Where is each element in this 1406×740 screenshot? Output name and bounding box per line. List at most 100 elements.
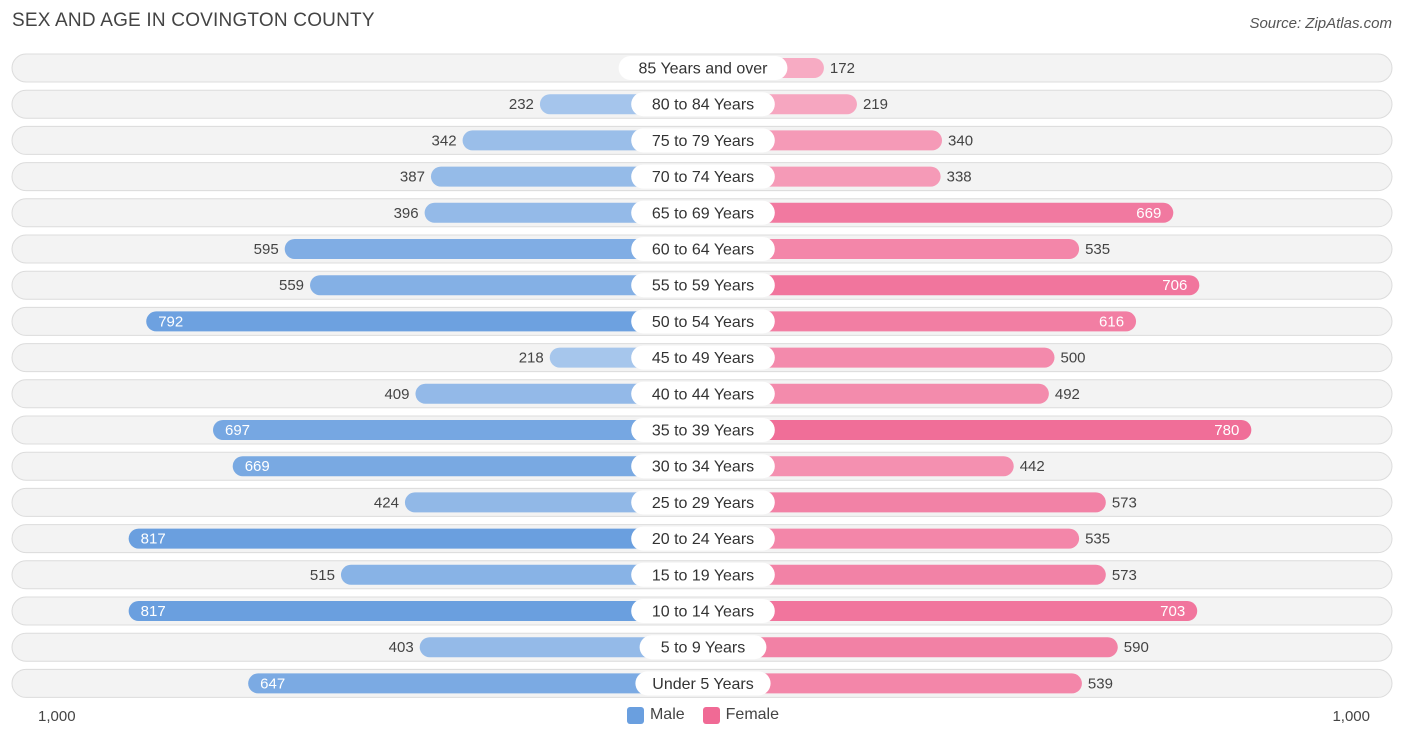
data-label-female: 219 [863, 96, 888, 113]
bar-female [703, 239, 1080, 259]
category-pill [639, 635, 767, 660]
category-label: 10 to 14 Years [652, 604, 754, 621]
category-pill [631, 273, 775, 298]
category-pill [631, 128, 775, 153]
data-label-male: 817 [141, 603, 166, 620]
bar-female [703, 492, 1106, 513]
bar-male [248, 673, 703, 694]
data-label-female: 703 [1160, 603, 1185, 620]
category-pill [631, 454, 775, 479]
category-label: 80 to 84 Years [652, 97, 754, 114]
data-label-male: 792 [158, 313, 183, 330]
bar-female [703, 383, 1049, 404]
category-label: 55 to 59 Years [652, 278, 754, 295]
category-pill [635, 671, 771, 696]
data-label-male: 595 [254, 241, 279, 258]
category-pill [631, 345, 775, 370]
legend-label-male: Male [649, 706, 685, 723]
axis-label-right: 1,000 [1332, 708, 1370, 725]
bar-female [703, 637, 1118, 658]
data-label-female: 616 [1099, 313, 1124, 330]
data-label-male: 342 [432, 132, 457, 149]
data-label-male: 424 [374, 494, 399, 511]
bar-male [213, 420, 703, 440]
bar-female [703, 347, 1055, 368]
data-label-female: 442 [1020, 458, 1045, 475]
data-label-female: 340 [948, 132, 973, 149]
category-label: 75 to 79 Years [652, 133, 754, 150]
category-label: 35 to 39 Years [652, 423, 754, 440]
bar-female [703, 420, 1252, 440]
legend-item-male[interactable]: Male [626, 706, 685, 724]
category-label: 25 to 29 Years [652, 495, 754, 512]
data-label-male: 669 [245, 458, 270, 475]
data-label-female: 492 [1055, 386, 1080, 403]
bar-male [284, 239, 703, 259]
bar-male [128, 601, 704, 621]
data-label-female: 539 [1088, 675, 1113, 692]
category-pill [631, 164, 775, 189]
category-pill [631, 237, 775, 261]
category-pill [631, 526, 775, 551]
category-pill [631, 562, 775, 587]
data-label-female: 573 [1112, 494, 1137, 511]
bar-male [404, 492, 703, 513]
bar-female [703, 456, 1014, 477]
category-pill [631, 599, 775, 623]
bar-male [310, 275, 703, 296]
data-label-male: 232 [509, 96, 534, 113]
bar-male [146, 311, 703, 332]
bar-female [703, 564, 1106, 585]
bar-male [415, 383, 703, 404]
bar-female [703, 528, 1080, 549]
category-label: 70 to 74 Years [652, 169, 754, 186]
data-label-male: 218 [519, 350, 544, 367]
category-label: 15 to 19 Years [652, 567, 754, 584]
bar-male [340, 564, 703, 585]
category-label: 20 to 24 Years [652, 531, 754, 548]
category-pill [631, 490, 775, 515]
data-label-male: 396 [394, 205, 419, 222]
category-pill [631, 92, 775, 117]
axis-label-left: 1,000 [38, 708, 76, 725]
data-label-male: 817 [141, 531, 166, 548]
category-label: 45 to 49 Years [652, 350, 754, 367]
legend-swatch-male [626, 706, 644, 724]
chart-source: Source: ZipAtlas.com [1249, 15, 1392, 32]
data-label-male: 697 [225, 422, 250, 439]
data-label-female: 338 [947, 169, 972, 186]
category-label: 65 to 69 Years [652, 205, 754, 222]
data-label-female: 535 [1085, 531, 1110, 548]
bar-male [419, 637, 703, 658]
legend-item-female[interactable]: Female [702, 706, 780, 724]
legend-label-female: Female [725, 706, 780, 723]
bar-male [232, 456, 703, 477]
bar-female [703, 202, 1174, 223]
category-label: 40 to 44 Years [652, 386, 754, 403]
data-label-male: 559 [279, 277, 304, 294]
category-label: 85 Years and over [639, 61, 769, 78]
data-label-female: 590 [1124, 639, 1149, 656]
data-label-female: 500 [1061, 350, 1086, 367]
bar-female [703, 673, 1082, 694]
data-label-male: 647 [260, 675, 285, 692]
legend: Male Female [0, 706, 1406, 724]
category-label: 60 to 64 Years [652, 242, 754, 259]
category-label: 5 to 9 Years [661, 640, 746, 657]
category-label: 30 to 34 Years [652, 459, 754, 476]
legend-swatch-female [702, 706, 720, 724]
data-label-female: 535 [1085, 241, 1110, 258]
bar-female [703, 275, 1200, 296]
data-label-female: 573 [1112, 567, 1137, 584]
data-label-female: 780 [1214, 422, 1239, 439]
data-label-female: 172 [830, 60, 855, 77]
category-pill [631, 381, 775, 406]
category-pill [631, 200, 775, 225]
category-pill [618, 56, 788, 80]
data-label-female: 706 [1162, 277, 1187, 294]
data-label-male: 387 [400, 169, 425, 186]
data-label-male: 515 [310, 567, 335, 584]
data-label-male: 403 [389, 639, 414, 656]
category-pill [631, 309, 775, 334]
